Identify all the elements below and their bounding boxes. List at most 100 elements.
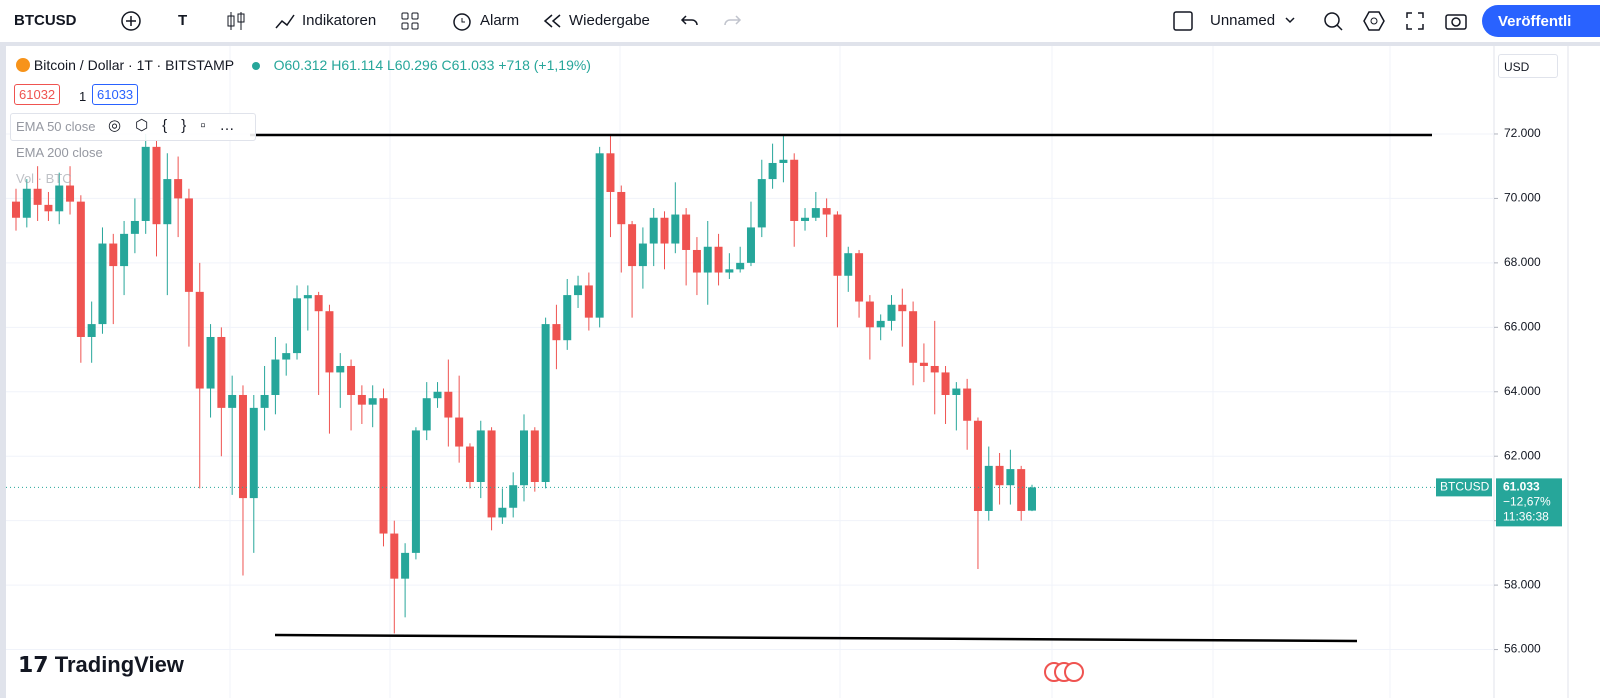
candle-body <box>22 188 31 218</box>
candle-body <box>844 253 853 276</box>
candle-body <box>876 320 885 328</box>
candle-body <box>671 214 680 244</box>
candle-body <box>66 185 75 202</box>
candle-body <box>195 291 204 389</box>
replay-button[interactable]: Wiedergabe <box>569 12 650 29</box>
candle-body <box>984 465 993 511</box>
indicators-button[interactable]: Indikatoren <box>302 12 377 29</box>
candle-body <box>174 179 183 199</box>
indicator-label[interactable]: Vol · BTC <box>16 171 72 186</box>
market-status <box>251 62 260 70</box>
y-tick-label: 62.000 <box>1504 448 1541 462</box>
candle-body <box>779 159 788 163</box>
templates-icon[interactable] <box>400 11 420 31</box>
legend-low: L60.296 <box>387 57 438 73</box>
y-tick-label: 66.000 <box>1504 319 1541 333</box>
candle-body <box>1017 469 1026 511</box>
candle-body <box>660 217 669 244</box>
candle-body <box>163 179 172 225</box>
quick-search-icon[interactable] <box>1322 10 1344 32</box>
candle-body <box>930 365 939 373</box>
candle-body <box>811 208 820 218</box>
publish-button[interactable]: Veröffentli <box>1482 5 1600 37</box>
replay-icon[interactable] <box>543 12 563 30</box>
candle-body <box>1028 487 1036 511</box>
compare-icon[interactable] <box>120 10 142 32</box>
legend-open: O60.312 <box>273 57 328 73</box>
candle-body <box>574 285 583 296</box>
legend-close: C61.033 <box>441 57 495 73</box>
candle-body <box>584 285 593 318</box>
candle-body <box>293 298 302 354</box>
candle-body <box>336 365 345 373</box>
candle-body <box>217 336 226 408</box>
price-tag-change: −12,67% <box>1503 495 1551 509</box>
interval-button[interactable]: T <box>178 12 188 29</box>
layout-checkbox[interactable] <box>1172 10 1194 32</box>
alert-icon[interactable] <box>451 10 473 32</box>
redo-icon[interactable] <box>722 12 742 30</box>
candle-body <box>238 394 247 499</box>
candle-body <box>595 153 604 318</box>
candle-body <box>941 372 950 395</box>
y-tick-label: 70.000 <box>1504 191 1541 205</box>
candle-body <box>617 191 626 225</box>
indicators-icon[interactable] <box>274 10 296 32</box>
layout-dropdown[interactable] <box>1284 15 1296 25</box>
y-tick-label: 58.000 <box>1504 577 1541 591</box>
candle-body <box>130 220 139 234</box>
candle-body <box>444 391 453 418</box>
price-tag-countdown: 11:36:38 <box>1503 510 1549 524</box>
candle-body <box>919 362 928 366</box>
candle-body <box>628 224 637 267</box>
candle-body <box>855 253 864 302</box>
candle-body <box>411 430 420 553</box>
candle-body <box>314 295 323 312</box>
candle-body <box>87 324 96 337</box>
candle-body <box>368 398 377 405</box>
candle-body <box>303 295 312 299</box>
ask-button[interactable]: 61033 <box>92 84 139 105</box>
candle-body <box>757 179 766 228</box>
coin-icon <box>16 58 30 72</box>
candle-body <box>98 243 107 325</box>
candle-body <box>76 201 85 337</box>
candle-body <box>206 336 215 389</box>
candle-body <box>401 552 410 579</box>
toolbar: BTCUSD T Indikatoren Alarm Wiedergabe Un… <box>0 0 1600 46</box>
candle-body <box>487 430 496 518</box>
indicator-label[interactable]: EMA 200 close <box>16 145 103 160</box>
chart-type-icon[interactable] <box>226 10 246 32</box>
y-tick-label: 72.000 <box>1504 126 1541 140</box>
candle-body <box>909 311 918 363</box>
candle-body <box>141 146 150 221</box>
indicator-toolbar <box>10 113 256 141</box>
layout-name[interactable]: Unnamed <box>1210 12 1276 29</box>
indicator-actions[interactable]: ◎⬡{}▫… <box>108 117 249 134</box>
brand-name: TradingView <box>54 652 184 677</box>
alert-button[interactable]: Alarm <box>480 12 520 29</box>
undo-icon[interactable] <box>680 12 700 30</box>
candle-body <box>55 185 64 212</box>
snapshot-icon[interactable] <box>1444 10 1468 32</box>
candle-body <box>271 359 280 395</box>
bid-button[interactable]: 61032 <box>14 84 61 105</box>
candle-body <box>865 301 874 328</box>
currency-select[interactable]: USD <box>1498 54 1558 78</box>
symbol-search[interactable]: BTCUSD <box>14 12 77 29</box>
candle-body <box>433 391 442 399</box>
candle-body <box>638 243 647 267</box>
support-line[interactable] <box>274 633 1358 643</box>
candle-body <box>833 214 842 276</box>
indicator-label[interactable]: EMA 50 close <box>16 119 96 134</box>
event-icons[interactable] <box>1044 662 1084 682</box>
candle-body <box>963 388 972 421</box>
candle-body <box>520 430 528 486</box>
candle-body <box>379 398 388 534</box>
candle-body <box>725 269 734 273</box>
legend-title: Bitcoin / Dollar · 1T · BITSTAMP <box>33 57 234 73</box>
publish-label[interactable]: Veröffentli <box>1498 13 1572 30</box>
legend-high: H61.114 <box>331 57 384 73</box>
settings-icon[interactable] <box>1362 10 1386 32</box>
fullscreen-icon[interactable] <box>1405 11 1425 31</box>
